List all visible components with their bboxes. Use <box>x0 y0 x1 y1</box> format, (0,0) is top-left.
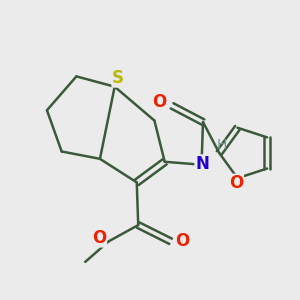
Text: O: O <box>229 174 243 192</box>
Text: S: S <box>112 69 124 87</box>
Text: O: O <box>152 93 167 111</box>
Text: H: H <box>217 138 227 152</box>
Text: O: O <box>175 232 189 250</box>
Text: N: N <box>195 155 209 173</box>
Text: O: O <box>92 229 106 247</box>
